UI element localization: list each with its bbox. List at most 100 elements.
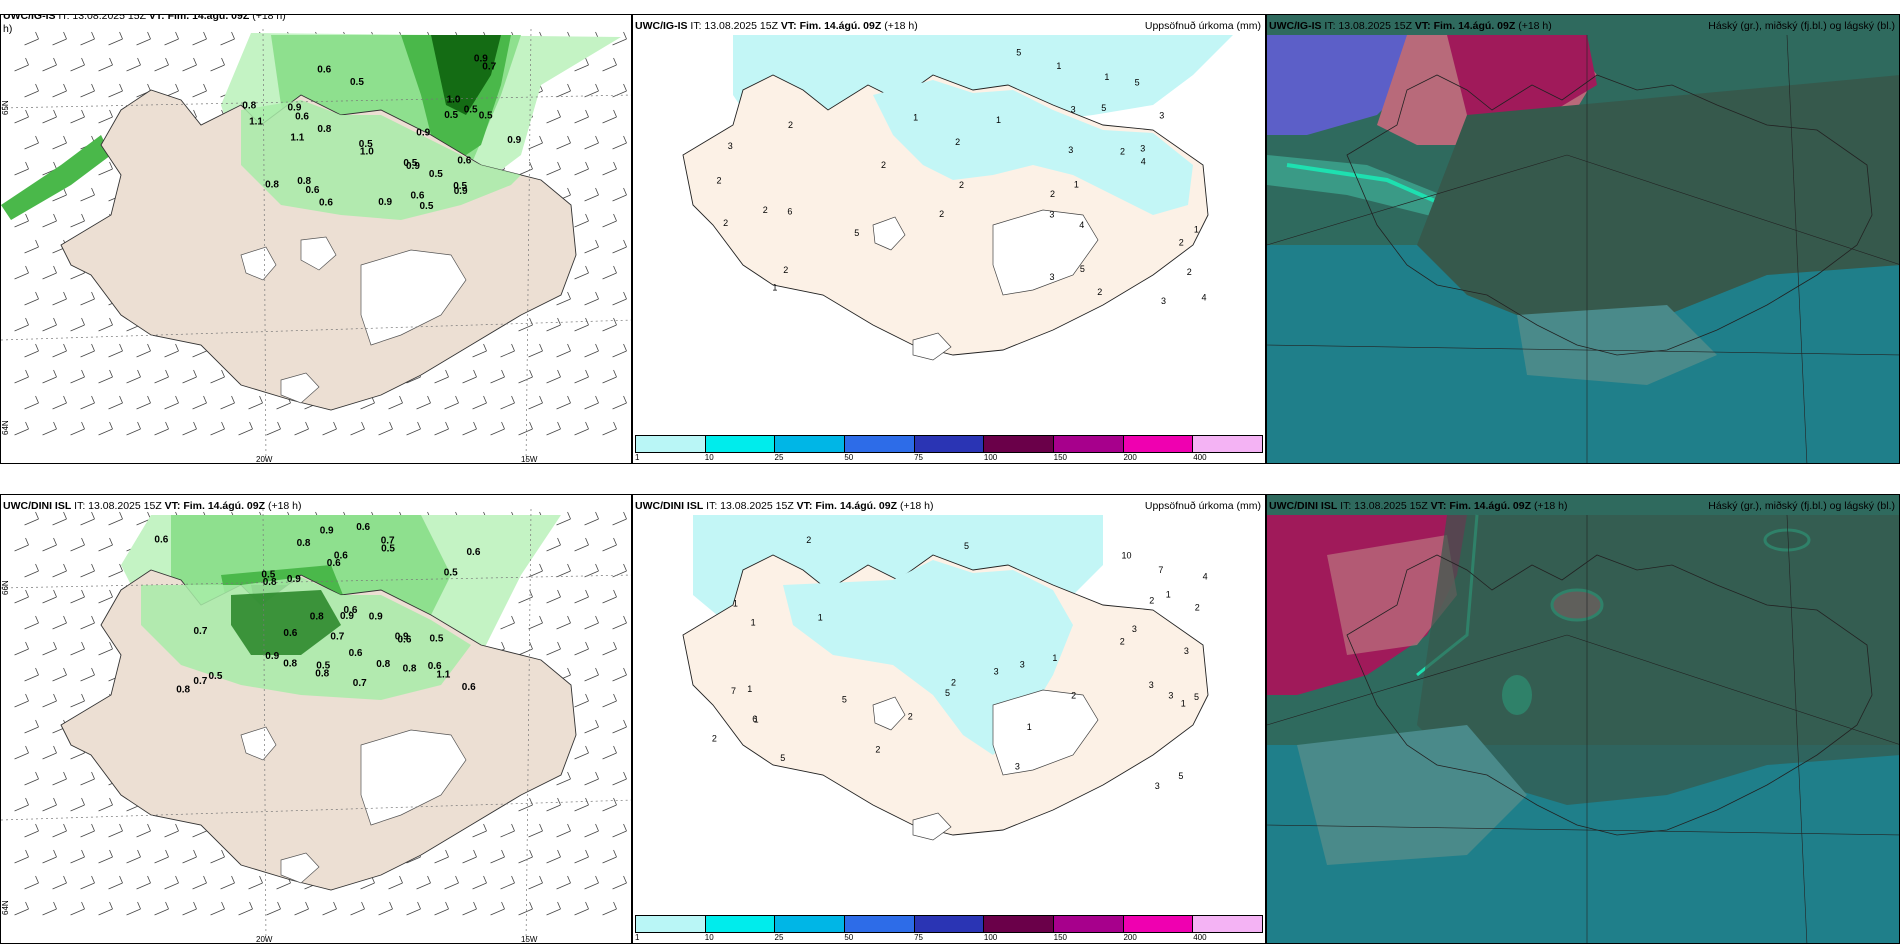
wind-barb — [52, 823, 67, 838]
wind-barb — [574, 161, 589, 176]
wind-barb — [108, 511, 123, 526]
wind-barb — [528, 823, 543, 838]
wind-barb — [602, 57, 617, 72]
wind-barb — [546, 421, 561, 436]
wind-barb — [164, 31, 179, 46]
wind-barb — [24, 875, 39, 890]
glacier-vatnajokull — [360, 729, 467, 826]
wind-barb — [98, 641, 113, 656]
glacier-vatnajokull — [992, 689, 1099, 776]
wind-barb — [528, 615, 543, 630]
wind-barb — [24, 291, 39, 306]
colorbar-tick-label: 100 — [983, 933, 998, 942]
precip-cyan-land — [873, 80, 1193, 215]
value-label: 2 — [783, 265, 788, 275]
wind-barb — [14, 57, 29, 72]
wind-barb — [584, 667, 599, 682]
value-label: 2 — [1187, 267, 1192, 277]
graticule — [1267, 514, 1899, 943]
value-label: 0.6 — [356, 522, 370, 533]
value-label: 1 — [818, 612, 823, 622]
value-label: 2 — [1097, 287, 1102, 297]
wind-barb — [350, 421, 365, 436]
wind-barb — [612, 83, 627, 98]
wind-barb — [42, 265, 57, 280]
wind-barb — [416, 395, 431, 410]
value-label: 0.9 — [474, 54, 488, 65]
map-panel-ig-is-surface: 0.5 0.6 0.8 0.9 0.5 0.6 0.9 0.8 1.0 0.6 0.8 0.8 0.5 0… — [0, 14, 632, 464]
wind-barb — [612, 511, 627, 526]
lon-label-15w: 15W — [521, 455, 538, 464]
wind-barb — [574, 537, 589, 552]
wind-barb — [136, 875, 151, 890]
wind-barb — [164, 875, 179, 890]
wind-barb — [70, 849, 85, 864]
wind-barb — [612, 395, 627, 410]
wind-barb — [14, 641, 29, 656]
value-label: 3 — [994, 666, 999, 676]
value-label: 4 — [1141, 156, 1146, 166]
wind-barb — [52, 667, 67, 682]
wind-barb — [192, 875, 207, 890]
value-label: 0.7 — [482, 61, 496, 72]
value-label: 5 — [1016, 48, 1021, 58]
colorbar-tick-label: 1 — [635, 933, 640, 942]
value-label: 0.5 — [430, 633, 444, 644]
value-label: 2 — [908, 712, 913, 722]
colorbar-tick-label: 10 — [704, 933, 714, 942]
wind-barb — [528, 135, 543, 150]
wind-barb — [52, 83, 67, 98]
value-label: 0.6 — [398, 634, 412, 645]
value-label: 0.6 — [349, 648, 363, 659]
wind-barb — [24, 667, 39, 682]
value-label: 2 — [712, 733, 717, 743]
wind-barb — [80, 875, 95, 890]
wind-barb — [602, 537, 617, 552]
wind-barb — [70, 213, 85, 228]
value-label: 4 — [1202, 293, 1207, 303]
value-label: 1 — [1194, 225, 1199, 235]
glacier-vatnajokull — [992, 209, 1099, 296]
value-label: 1 — [913, 112, 918, 122]
wind-barb — [584, 823, 599, 838]
value-label: 0.9 — [265, 651, 279, 662]
wind-barb — [42, 317, 57, 332]
wind-barb — [574, 745, 589, 760]
wind-barb — [14, 797, 29, 812]
wind-barb — [406, 421, 421, 436]
value-label: 5 — [1178, 771, 1183, 781]
wind-barb — [546, 641, 561, 656]
wind-barb — [98, 161, 113, 176]
panel-title-right: Uppsöfnuð úrkoma (mm) — [1144, 20, 1261, 32]
value-label: 0.8 — [263, 577, 277, 588]
value-label: 0.7 — [353, 678, 367, 689]
wind-barb — [322, 901, 337, 916]
wind-barb — [210, 421, 225, 436]
lat-label-64n: 64N — [1, 420, 10, 435]
value-label: 0.8 — [242, 101, 256, 112]
wind-barb — [80, 563, 95, 578]
glacier-langjokull — [872, 696, 906, 731]
wind-barb — [472, 395, 487, 410]
value-label: 0.9 — [369, 612, 383, 623]
wind-barb — [154, 421, 169, 436]
value-label: 3 — [1015, 761, 1020, 771]
value-label: 4 — [1203, 571, 1208, 581]
glacier-vatnajokull — [360, 249, 467, 346]
wind-barb — [602, 109, 617, 124]
wind-barb — [556, 875, 571, 890]
value-label: 3 — [728, 141, 733, 151]
value-label: 2 — [763, 205, 768, 215]
wind-barb — [266, 421, 281, 436]
wind-barb — [80, 83, 95, 98]
wind-barb — [164, 823, 179, 838]
value-label: 2 — [1179, 238, 1184, 248]
wind-barb — [210, 901, 225, 916]
colorbar-swatch — [914, 436, 985, 452]
colorbar-tick-label: 400 — [1193, 453, 1207, 462]
value-label: 4 — [1079, 220, 1084, 230]
cloud-band-green — [1267, 155, 1467, 225]
wind-barb — [574, 641, 589, 656]
wind-barb — [70, 641, 85, 656]
map-panel-dini-surface: 0.7 0.5 0.6 0.7 0.8 0.6 0.6 0.7 0.8 0.9 0.6 0.8 0.8 0… — [0, 494, 632, 944]
